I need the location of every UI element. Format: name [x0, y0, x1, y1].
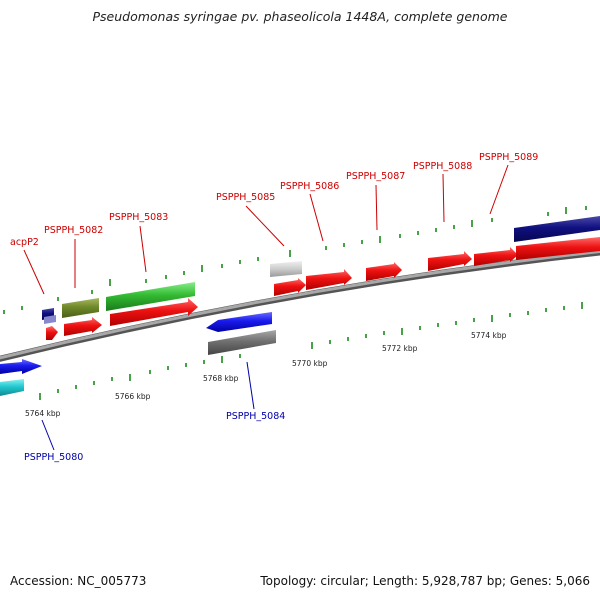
gene-5082-feature	[62, 298, 99, 318]
topology-text: Topology: circular; Length: 5,928,787 bp…	[260, 574, 590, 588]
gene-5085-arrow	[274, 278, 306, 296]
label-pspph-5088: PSPPH_5088	[413, 161, 472, 172]
label-pspph-5084: PSPPH_5084	[226, 411, 285, 422]
rna-feature-left	[0, 379, 24, 396]
gene-right-edge	[516, 237, 600, 260]
map-title: Pseudomonas syringae pv. phaseolicola 14…	[92, 9, 508, 24]
gene-5080-arrow	[0, 359, 42, 374]
gene-5085-feature	[270, 261, 302, 277]
gene-5084-arrow	[206, 312, 272, 332]
gene-small-arrow	[46, 326, 58, 340]
label-leaders	[23, 164, 509, 451]
label-pspph-5085: PSPPH_5085	[216, 192, 275, 203]
label-pspph-5086: PSPPH_5086	[280, 181, 339, 192]
tick-label-5772: 5772 kbp	[382, 344, 418, 353]
gene-5088-arrow	[428, 251, 472, 271]
gene-5089-arrow	[474, 247, 518, 266]
scale-labels: 5764 kbp 5766 kbp 5768 kbp 5770 kbp 5772…	[25, 331, 507, 418]
gene-labels: acpP2 PSPPH_5082 PSPPH_5083 PSPPH_5085 P…	[10, 152, 538, 463]
label-pspph-5087: PSPPH_5087	[346, 171, 405, 182]
navy-feature-right	[514, 216, 600, 242]
pseudogene-feature	[208, 330, 276, 355]
upper-scale-ticks	[3, 206, 587, 314]
tick-label-5764: 5764 kbp	[25, 409, 61, 418]
tick-label-5770: 5770 kbp	[292, 359, 328, 368]
accession-text: Accession: NC_005773	[10, 574, 147, 588]
label-pspph-5089: PSPPH_5089	[479, 152, 538, 163]
tick-label-5774: 5774 kbp	[471, 331, 507, 340]
label-pspph-5082: PSPPH_5082	[44, 225, 103, 236]
reverse-strand-features	[0, 216, 600, 396]
genome-backbone	[0, 249, 600, 362]
gene-5086-arrow	[306, 269, 352, 290]
forward-strand-features	[42, 237, 600, 340]
gene-5087-arrow	[366, 262, 402, 281]
label-pspph-5083: PSPPH_5083	[109, 212, 168, 223]
tick-label-5766: 5766 kbp	[115, 392, 151, 401]
gene-5083-feature	[106, 282, 195, 311]
label-acpP2: acpP2	[10, 237, 39, 248]
label-pspph-5080: PSPPH_5080	[24, 452, 83, 463]
tick-label-5768: 5768 kbp	[203, 374, 239, 383]
gene-5083-arrow	[110, 298, 198, 326]
gene-5082-arrow	[64, 317, 102, 336]
lower-scale-ticks	[39, 302, 583, 400]
